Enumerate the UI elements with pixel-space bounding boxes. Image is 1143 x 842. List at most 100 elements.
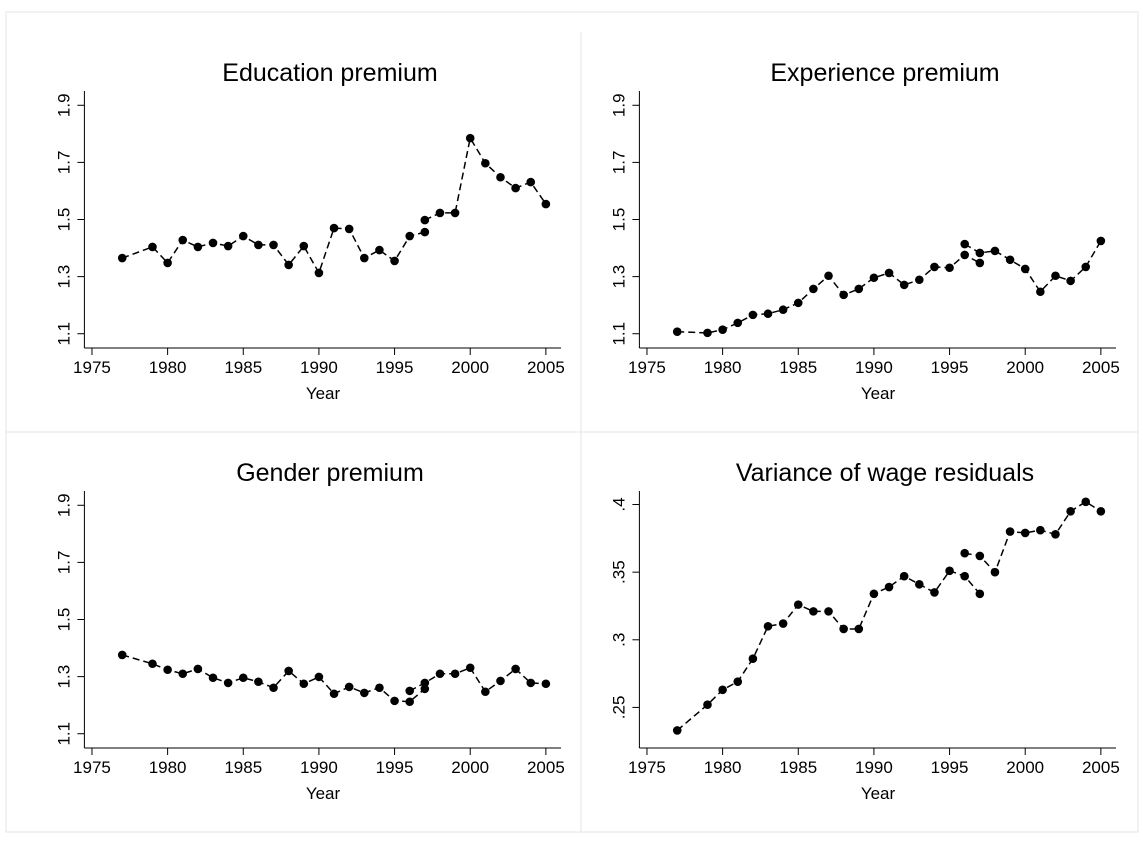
point xyxy=(344,682,354,692)
series-line xyxy=(677,240,1102,334)
point xyxy=(1051,271,1060,281)
x-tick-label: 2005 xyxy=(527,758,565,777)
x-axis-label: Year xyxy=(306,784,341,803)
point xyxy=(809,284,818,294)
point xyxy=(360,253,369,263)
point xyxy=(481,687,490,697)
point xyxy=(148,659,157,669)
point xyxy=(778,619,788,628)
x-tick-label: 1975 xyxy=(628,758,666,777)
y-tick-label: .3 xyxy=(609,633,628,647)
point xyxy=(465,133,475,143)
x-tick-label: 1975 xyxy=(73,758,111,777)
x-tick-label: 1985 xyxy=(779,358,817,377)
point xyxy=(314,268,324,278)
point xyxy=(733,677,743,687)
x-tick-label: 1990 xyxy=(300,358,338,377)
y-tick-label: 1.9 xyxy=(54,93,73,117)
x-tick-label: 1990 xyxy=(855,758,893,777)
point xyxy=(899,571,909,581)
point xyxy=(748,654,758,664)
point xyxy=(824,271,833,281)
point xyxy=(915,580,924,589)
point xyxy=(526,678,536,688)
point xyxy=(223,241,233,251)
x-tick-label: 2000 xyxy=(1006,758,1044,777)
point xyxy=(375,683,384,693)
point xyxy=(117,253,127,263)
x-tick-label: 1985 xyxy=(224,358,262,377)
point xyxy=(405,686,414,696)
point xyxy=(405,697,414,707)
point xyxy=(420,227,430,237)
point xyxy=(435,208,445,218)
point xyxy=(481,158,490,168)
point xyxy=(703,700,712,710)
x-tick-label: 1995 xyxy=(931,358,969,377)
y-tick-label: .35 xyxy=(609,560,628,584)
point xyxy=(960,571,969,581)
y-tick-label: 1.3 xyxy=(54,265,73,289)
point xyxy=(254,677,263,687)
point xyxy=(990,567,1000,577)
x-tick-label: 1995 xyxy=(931,758,969,777)
x-tick-label: 1995 xyxy=(376,358,414,377)
point xyxy=(763,621,773,631)
y-tick-label: 1.3 xyxy=(609,265,628,289)
x-tick-label: 2005 xyxy=(527,358,565,377)
point xyxy=(930,262,939,272)
point xyxy=(884,268,894,278)
x-tick-label: 2005 xyxy=(1082,758,1120,777)
point xyxy=(163,665,172,675)
point xyxy=(420,215,430,225)
point xyxy=(869,273,879,283)
point xyxy=(178,669,188,679)
point xyxy=(148,242,157,252)
point xyxy=(990,246,1000,256)
frame xyxy=(5,11,1139,833)
point xyxy=(314,672,324,682)
point xyxy=(945,263,954,273)
x-tick-label: 2000 xyxy=(451,758,489,777)
x-tick-label: 1980 xyxy=(149,358,187,377)
point xyxy=(1051,529,1060,539)
x-tick-label: 1975 xyxy=(73,358,111,377)
point xyxy=(344,224,354,234)
point xyxy=(193,664,203,674)
y-tick-label: 1.5 xyxy=(609,208,628,232)
point xyxy=(1096,506,1106,516)
point xyxy=(960,239,969,249)
point xyxy=(899,280,909,290)
point xyxy=(1005,527,1015,536)
point xyxy=(884,582,894,592)
point xyxy=(390,256,399,266)
point xyxy=(1020,264,1030,274)
point xyxy=(1005,255,1015,265)
point xyxy=(178,235,188,245)
point xyxy=(117,650,127,660)
point xyxy=(269,683,278,693)
series-line xyxy=(676,500,1102,731)
point xyxy=(1020,528,1030,538)
point xyxy=(1066,276,1075,286)
y-tick-label: 1.1 xyxy=(609,322,628,346)
panel-title: Gender premium xyxy=(236,459,424,487)
point xyxy=(450,669,460,679)
point xyxy=(526,177,536,187)
point xyxy=(945,566,954,576)
point xyxy=(793,298,803,308)
y-tick-label: 1.1 xyxy=(54,322,73,346)
y-tick-label: 1.7 xyxy=(609,151,628,175)
point xyxy=(854,284,864,294)
point xyxy=(329,689,339,699)
point xyxy=(672,726,682,735)
point xyxy=(809,607,818,616)
x-tick-label: 2005 xyxy=(1082,358,1120,377)
point xyxy=(854,624,864,634)
point xyxy=(672,327,682,337)
point xyxy=(718,325,727,335)
point xyxy=(511,183,520,193)
point xyxy=(975,258,985,268)
point xyxy=(496,172,505,182)
